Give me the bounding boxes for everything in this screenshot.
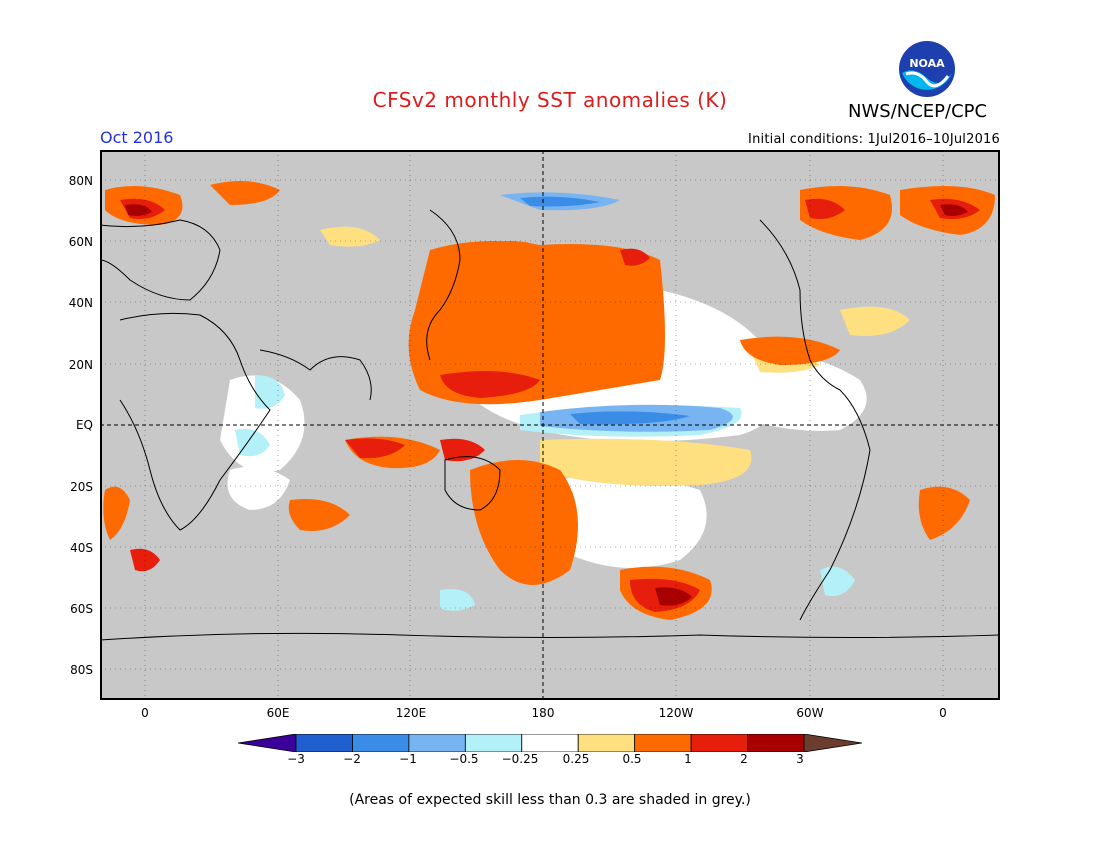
coastlines	[99, 209, 1001, 641]
lat-tick-label: 40S	[70, 541, 93, 555]
skill-note: (Areas of expected skill less than 0.3 a…	[349, 792, 751, 808]
colorbar-tick-label: 2	[740, 752, 748, 766]
colorbar-tick-label: 3	[796, 752, 804, 766]
lon-tick-label: 180	[531, 706, 555, 720]
lat-tick-label: 40N	[68, 296, 93, 310]
colorbar-swatch	[408, 733, 466, 753]
moderate-negative-anomaly-regions	[520, 196, 690, 425]
map-frame	[100, 150, 1000, 700]
lon-tick-label: 60W	[796, 706, 824, 720]
colorbar-tick-label: −3	[287, 752, 305, 766]
colorbar-tick-label: 1	[684, 752, 692, 766]
colorbar-swatch	[803, 733, 863, 753]
lon-tick-label: 0	[939, 706, 947, 720]
colorbar-swatch	[747, 733, 805, 753]
lat-tick-label: 60S	[70, 602, 93, 616]
lon-tick-label: 120E	[395, 706, 427, 720]
noaa-logo: NOAA	[898, 40, 956, 98]
lat-tick-label: 20S	[70, 480, 93, 494]
lat-lon-grid	[100, 150, 1000, 700]
colorbar-swatch	[634, 733, 692, 753]
colorbar-tick-label: −2	[343, 752, 361, 766]
chart-title: CFSv2 monthly SST anomalies (K)	[372, 88, 728, 112]
colorbar-swatch	[464, 733, 523, 753]
lat-tick-label: 60N	[68, 235, 93, 249]
colorbar	[237, 733, 863, 756]
lat-tick-label: 20N	[68, 358, 93, 372]
sst-anomaly-map	[99, 150, 1001, 704]
colorbar-swatch	[295, 733, 353, 753]
logo-text: NOAA	[909, 57, 945, 70]
lat-tick-label: EQ	[75, 418, 93, 432]
colorbar-swatch	[577, 733, 636, 753]
lon-tick-label: 60E	[266, 706, 290, 720]
colorbar-tick-label: 0.25	[562, 752, 590, 766]
colorbar-tick-label: −0.25	[501, 752, 539, 766]
initial-conditions-label: Initial conditions: 1Jul2016–10Jul2016	[748, 132, 1000, 147]
colorbar-swatch	[521, 733, 579, 753]
organization-label: NWS/NCEP/CPC	[848, 101, 988, 122]
lon-tick-label: 0	[141, 706, 149, 720]
lat-tick-label: 80N	[68, 174, 93, 188]
valid-month-label: Oct 2016	[100, 128, 174, 147]
very-strong-positive-anomaly-regions	[125, 204, 968, 606]
colorbar-tick-label: −0.5	[449, 752, 479, 766]
colorbar-swatch	[237, 733, 297, 753]
lon-tick-label: 120W	[658, 706, 694, 720]
colorbar-swatch	[690, 733, 748, 753]
colorbar-swatch	[352, 733, 410, 753]
colorbar-tick-label: −1	[399, 752, 417, 766]
lat-tick-label: 80S	[70, 663, 93, 677]
colorbar-tick-label: 0.5	[622, 752, 642, 766]
